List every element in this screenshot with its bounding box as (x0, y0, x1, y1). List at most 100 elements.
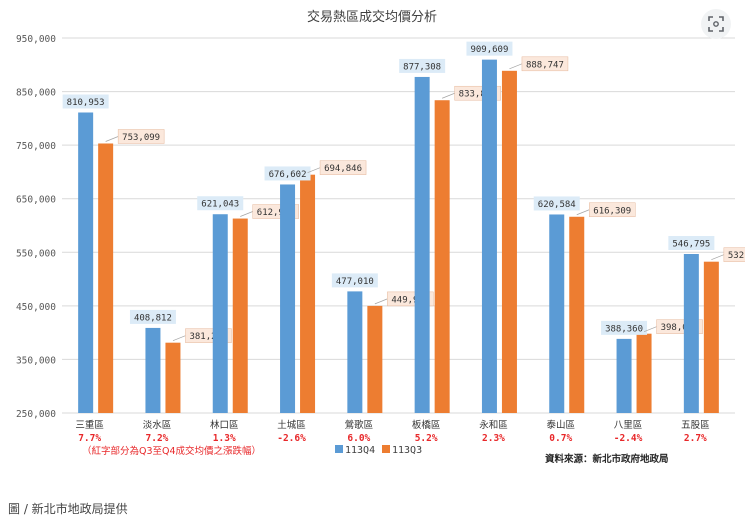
x-category-label: 永和區 (479, 419, 508, 431)
change-percent-label: 0.7% (549, 433, 572, 444)
bar-113q3 (165, 342, 181, 413)
y-tick-label: 450,000 (16, 302, 56, 313)
data-label-113q3: 612,967 (257, 208, 295, 218)
leader-line (240, 211, 253, 217)
leader-line (509, 63, 523, 70)
leader-line (576, 209, 590, 216)
x-category-label: 淡水區 (143, 419, 172, 431)
change-percent-label: 1.3% (213, 433, 236, 444)
bar-113q3 (434, 100, 450, 414)
data-label-113q3: 449,932 (391, 295, 429, 305)
change-percent-label: 7.2% (146, 433, 169, 444)
data-label-113q3: 753,099 (122, 133, 160, 143)
y-tick-label: 650,000 (16, 195, 56, 206)
x-category-label: 鶯歌區 (345, 419, 374, 431)
change-percent-label: 2.7% (684, 433, 707, 444)
data-label-bg-113q4 (533, 196, 580, 211)
chart-title: 交易熱區成交均價分析 (307, 9, 437, 25)
data-label-113q3: 532,452 (728, 251, 745, 261)
data-label-bg-113q4 (601, 320, 648, 335)
leader-line (643, 326, 657, 333)
x-category-label: 泰山區 (546, 419, 575, 431)
change-percent-label: 6.0% (347, 433, 370, 444)
data-label-bg-113q4 (466, 41, 513, 56)
data-label-113q4: 676,602 (269, 170, 307, 180)
leader-line (374, 298, 388, 305)
data-label-113q4: 877,308 (403, 62, 441, 72)
chart-svg: 交易熱區成交均價分析 250,000 350,000 450,000 550,000 65… (16, 9, 745, 465)
x-category-label: 五股區 (681, 420, 710, 431)
leader-line (307, 167, 321, 174)
data-label-113q3: 398,044 (661, 323, 699, 333)
data-label-bg-113q3 (723, 247, 745, 262)
bar-113q3 (367, 305, 383, 413)
bar-113q4 (683, 254, 699, 413)
data-label-bg-113q4 (331, 273, 378, 288)
bar-113q3 (703, 261, 719, 413)
data-label-113q4: 546,795 (672, 240, 710, 250)
data-label-bg-113q3 (521, 56, 569, 72)
leader-line (105, 136, 119, 142)
data-label-bg-113q4 (62, 94, 109, 109)
bar-113q3 (501, 70, 517, 413)
data-label-113q4: 388,360 (605, 324, 643, 334)
data-label-113q4: 620,584 (538, 200, 576, 210)
x-category-label: 八里區 (614, 420, 643, 431)
bar-113q4 (549, 214, 565, 413)
y-tick-label: 950,000 (16, 34, 56, 45)
expand-icon (708, 16, 724, 32)
data-label-bg-113q3 (589, 202, 636, 218)
x-category-label: 土城區 (277, 419, 306, 431)
data-label-bg-113q4 (264, 166, 311, 181)
data-label-bg-113q4 (129, 309, 176, 324)
chart-note: （紅字部分為Q3至Q4成交均價之漲跌幅） (82, 445, 261, 457)
x-category-label: 林口區 (210, 419, 239, 431)
bar-113q4 (212, 214, 228, 413)
bar-113q4 (347, 291, 363, 413)
chart-frame: 交易熱區成交均價分析 250,000 350,000 450,000 550,000 65… (15, 9, 745, 465)
data-label-113q3: 616,309 (593, 206, 631, 216)
data-label-113q4: 909,609 (470, 45, 508, 55)
change-percent-label: -2.6% (277, 433, 306, 444)
legend-label-113q4: 113Q4 (345, 445, 375, 456)
data-label-bg-113q3 (117, 129, 165, 144)
bar-113q4 (481, 59, 497, 414)
legend-swatch-113q3 (382, 445, 390, 453)
data-label-113q4: 408,812 (134, 313, 172, 323)
data-label-113q4: 810,953 (67, 98, 105, 108)
data-label-113q3: 381,254 (189, 332, 227, 342)
bar-113q3 (569, 216, 585, 413)
bar-113q3 (300, 174, 316, 413)
data-label-113q4: 621,043 (201, 200, 239, 210)
change-percent-label: 2.3% (482, 433, 505, 444)
bar-113q3 (636, 333, 652, 413)
data-label-bg-113q3 (319, 160, 367, 175)
image-caption: 圖 / 新北市地政局提供 (8, 502, 128, 516)
y-tick-label: 850,000 (16, 88, 56, 99)
x-category-label: 板橋區 (412, 419, 441, 431)
legend-label-113q3: 113Q3 (392, 445, 422, 456)
data-label-bg-113q4 (668, 236, 715, 251)
y-tick-label: 250,000 (16, 409, 56, 420)
data-label-bg-113q4 (399, 58, 446, 73)
data-source: 資料來源：新北市政府地政局 (545, 453, 669, 465)
data-label-113q3: 833,852 (459, 90, 497, 100)
footer-bar: 圖 / 新北市地政局提供 (0, 488, 745, 524)
leader-line (442, 92, 455, 99)
data-label-113q3: 888,747 (526, 60, 564, 70)
bar-113q3 (232, 218, 248, 413)
bar-113q3 (98, 143, 114, 414)
expand-button[interactable] (701, 9, 731, 39)
y-tick-label: 750,000 (16, 141, 56, 152)
bar-113q4 (616, 338, 632, 413)
change-percent-label: 5.2% (415, 433, 438, 444)
change-percent-label: 7.7% (78, 433, 101, 444)
leader-line (711, 254, 724, 261)
data-label-113q4: 477,010 (336, 277, 374, 287)
data-label-113q3: 694,846 (324, 164, 362, 174)
bar-113q4 (78, 112, 94, 413)
legend-swatch-113q4 (335, 445, 343, 453)
bar-113q4 (414, 76, 430, 414)
bar-113q4 (280, 184, 296, 413)
change-percent-label: -2.4% (614, 433, 643, 444)
